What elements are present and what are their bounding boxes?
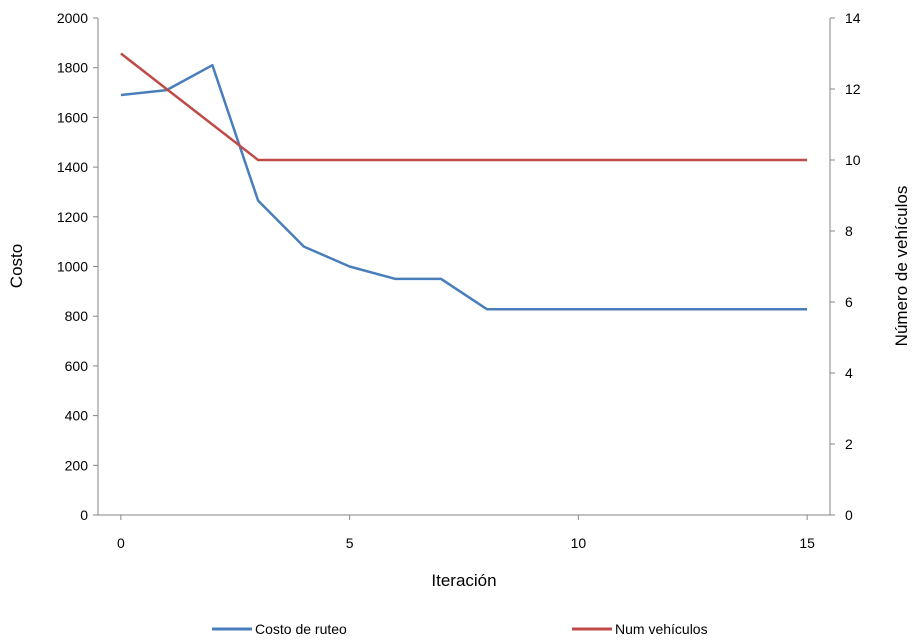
- left-tick-label: 1200: [57, 209, 88, 225]
- left-tick-label: 2000: [57, 10, 88, 26]
- right-tick-label: 6: [845, 294, 853, 310]
- plot-area: [97, 18, 831, 516]
- right-tick-label: 10: [845, 152, 861, 168]
- y2-axis-title: Número de vehículos: [892, 186, 911, 347]
- x-tick-label: 10: [571, 535, 587, 551]
- x-tick-label: 5: [346, 535, 354, 551]
- right-tick-label: 4: [845, 365, 853, 381]
- right-tick-label: 12: [845, 81, 861, 97]
- legend-label-vehiculos: Num vehículos: [615, 621, 708, 637]
- left-tick-label: 0: [80, 507, 88, 523]
- x-tick-label: 15: [799, 535, 815, 551]
- legend-label-costo: Costo de ruteo: [255, 621, 347, 637]
- right-tick-label: 2: [845, 436, 853, 452]
- right-axis-ticks: 0 2 4 6 8 10 12 14: [830, 10, 861, 523]
- right-tick-label: 14: [845, 10, 861, 26]
- left-tick-label: 600: [65, 358, 89, 374]
- x-tick-label: 0: [117, 535, 125, 551]
- left-tick-label: 800: [65, 308, 89, 324]
- series-line-0: [120, 63, 808, 311]
- right-tick-label: 0: [845, 507, 853, 523]
- series-line-1: [120, 52, 808, 162]
- left-tick-label: 200: [65, 457, 89, 473]
- x-axis-title: Iteración: [431, 571, 496, 590]
- y-axis-title: Costo: [7, 244, 26, 288]
- left-tick-label: 1400: [57, 159, 88, 175]
- left-tick-label: 1800: [57, 60, 88, 76]
- x-axis-ticks: 0 5 10 15: [117, 515, 815, 551]
- series-layer: [120, 52, 808, 311]
- legend: Costo de ruteo Num vehículos: [212, 621, 708, 637]
- left-tick-label: 400: [65, 408, 89, 424]
- left-tick-label: 1000: [57, 259, 88, 275]
- left-tick-label: 1600: [57, 109, 88, 125]
- right-tick-label: 8: [845, 223, 853, 239]
- left-axis-ticks: 0 200 400 600 800 1000 1200 1400 1600 1800 2000: [57, 10, 98, 523]
